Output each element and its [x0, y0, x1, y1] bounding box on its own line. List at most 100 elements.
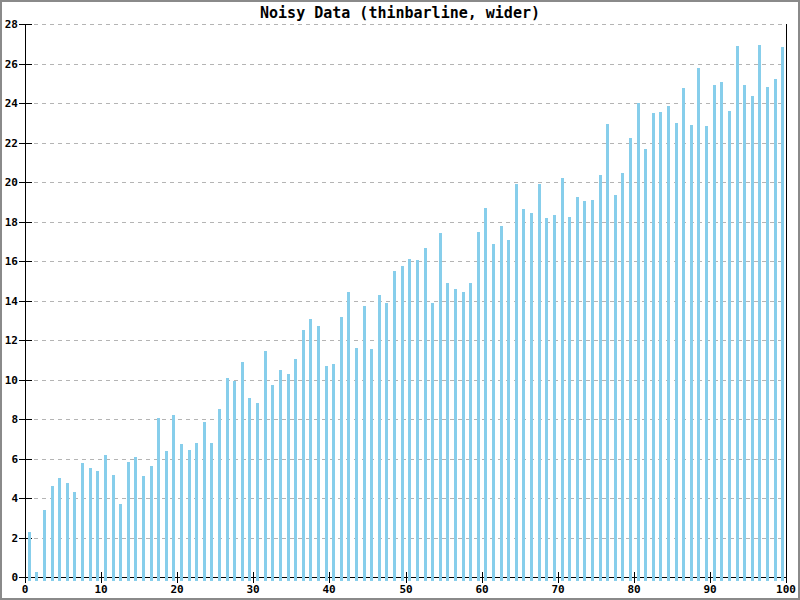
bar [150, 466, 153, 581]
bar [256, 403, 259, 581]
gridline [26, 24, 786, 25]
x-tick-label: 50 [389, 584, 423, 595]
bar [576, 197, 579, 581]
bar [81, 463, 84, 581]
bar [416, 260, 419, 581]
y-tick [19, 301, 32, 302]
bar [652, 113, 655, 581]
bar [545, 218, 548, 581]
gridline [26, 143, 786, 144]
bar [264, 351, 267, 581]
y-tick [19, 419, 32, 420]
x-tick [177, 572, 178, 583]
y-tick-label: 4 [0, 493, 18, 504]
bar [287, 374, 290, 581]
x-tick [558, 572, 559, 583]
y-tick [19, 459, 32, 460]
gridline [26, 64, 786, 65]
bar [682, 88, 685, 581]
bar [469, 283, 472, 581]
gridline [26, 498, 786, 499]
gridline [26, 222, 786, 223]
y-tick-label: 16 [0, 256, 18, 267]
x-tick-label: 100 [769, 584, 800, 595]
bar [408, 259, 411, 581]
bar [96, 471, 99, 581]
bar [439, 233, 442, 581]
bar [591, 200, 594, 581]
bar [401, 266, 404, 581]
y-tick-label: 26 [0, 59, 18, 70]
x-tick [710, 572, 711, 583]
bar [66, 483, 69, 581]
y-tick-label: 2 [0, 533, 18, 544]
bar [347, 292, 350, 581]
bar [203, 422, 206, 581]
bar [43, 510, 46, 581]
bar [58, 478, 61, 581]
bar [89, 468, 92, 581]
bar [180, 444, 183, 581]
bar [743, 85, 746, 581]
bar [172, 415, 175, 581]
bar [241, 362, 244, 581]
y-tick-label: 8 [0, 414, 18, 425]
y-tick-label: 28 [0, 19, 18, 30]
bar [781, 47, 784, 581]
y-tick-label: 12 [0, 335, 18, 346]
bar [553, 215, 556, 581]
bar [713, 85, 716, 581]
bar [309, 319, 312, 581]
bar [218, 409, 221, 581]
bar [188, 450, 191, 581]
bar [538, 184, 541, 581]
bar [119, 504, 122, 581]
x-tick-label: 80 [617, 584, 651, 595]
x-tick-label: 90 [693, 584, 727, 595]
gridline [26, 538, 786, 539]
bar [325, 366, 328, 581]
bar [522, 209, 525, 581]
bar [28, 532, 31, 581]
gridline [26, 459, 786, 460]
y-tick [19, 380, 32, 381]
bar [370, 349, 373, 581]
y-tick-label: 6 [0, 454, 18, 465]
y-tick [19, 182, 32, 183]
bar [454, 289, 457, 581]
bar [667, 106, 670, 581]
gridline [26, 103, 786, 104]
bar [492, 244, 495, 581]
bar [112, 475, 115, 581]
bar [507, 240, 510, 581]
bar [424, 248, 427, 581]
bar [629, 138, 632, 581]
bar [736, 46, 739, 581]
bar [644, 149, 647, 581]
y-tick-label: 14 [0, 296, 18, 307]
bar [340, 317, 343, 581]
y-tick [19, 261, 32, 262]
bar [127, 462, 130, 581]
bar [675, 123, 678, 581]
bar [530, 213, 533, 581]
gridline [26, 380, 786, 381]
bar [226, 378, 229, 581]
x-tick-label: 20 [160, 584, 194, 595]
x-tick [25, 572, 26, 583]
x-tick [101, 572, 102, 583]
bar [515, 184, 518, 581]
bar [766, 87, 769, 581]
y-tick-label: 20 [0, 177, 18, 188]
y-tick-label: 22 [0, 138, 18, 149]
bar [165, 451, 168, 581]
bar [568, 217, 571, 581]
bar [720, 82, 723, 581]
bar [104, 455, 107, 581]
chart-canvas: Noisy Data (thinbarline, wider) 02468101… [0, 0, 800, 600]
bar [355, 348, 358, 581]
bar [157, 418, 160, 581]
x-tick-label: 70 [541, 584, 575, 595]
bar [751, 96, 754, 581]
x-tick-label: 0 [8, 584, 42, 595]
